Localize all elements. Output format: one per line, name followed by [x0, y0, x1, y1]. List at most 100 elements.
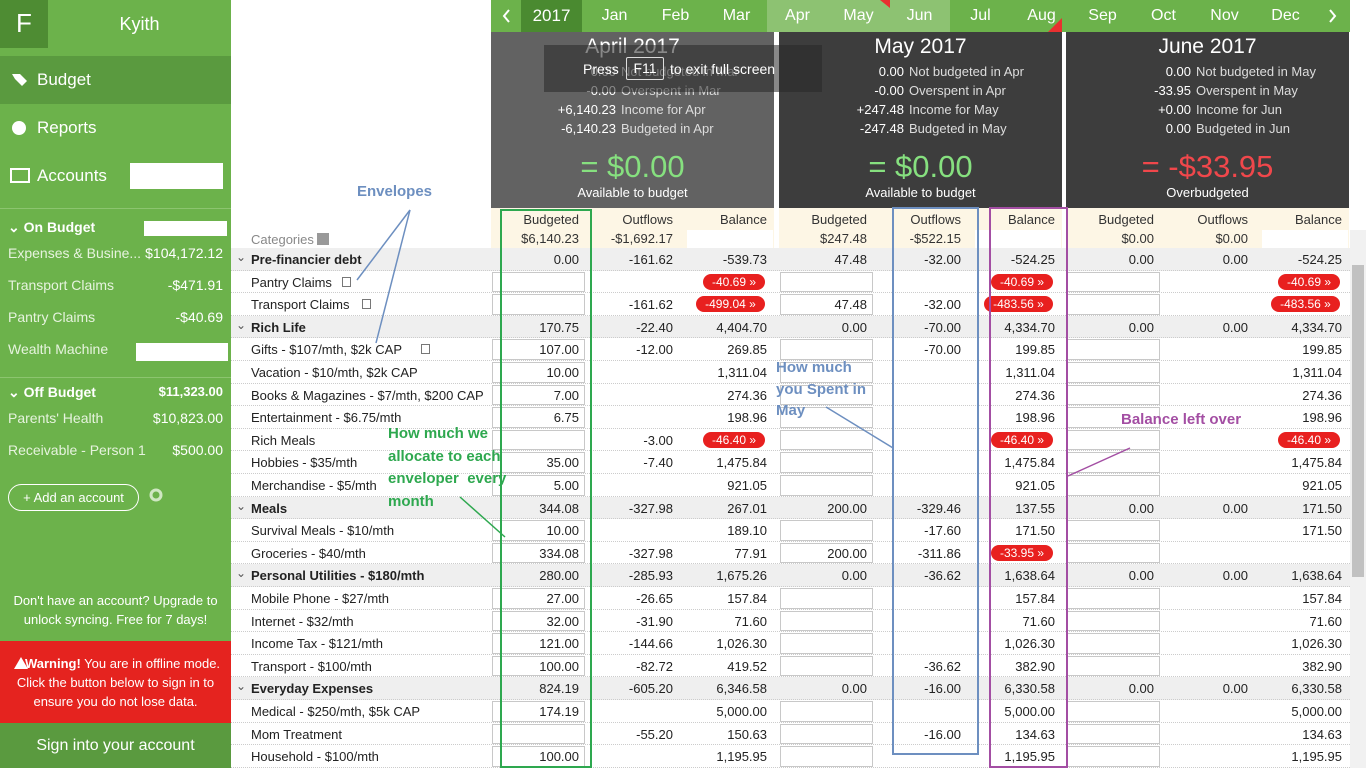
gear-icon[interactable] [149, 488, 163, 502]
budget-input[interactable] [780, 633, 873, 654]
column-header[interactable]: Outflows [910, 212, 961, 227]
add-account[interactable]: + Add an account [8, 484, 139, 511]
budget-input[interactable] [492, 588, 585, 609]
budget-input[interactable] [780, 520, 873, 541]
row-name[interactable]: Mom Treatment [251, 726, 343, 742]
chevron[interactable]: ⌄ [236, 679, 247, 694]
row-name[interactable]: Pre-financier debt [251, 252, 362, 267]
row-name[interactable]: Personal Utilities - $180/mth [251, 568, 425, 584]
month[interactable]: Oct [1151, 7, 1176, 24]
cell[interactable]: 0.00 [1128, 319, 1154, 335]
cell[interactable]: 0.00 [1128, 568, 1154, 584]
balance-pill[interactable]: -483.56 » [984, 296, 1053, 313]
cell[interactable]: 0.00 [1128, 681, 1154, 697]
cell[interactable]: 0.00 [1128, 252, 1154, 267]
user-name[interactable]: Kyith [119, 14, 160, 34]
budget-input[interactable] [780, 384, 873, 406]
cell[interactable]: 824.19 [539, 681, 579, 697]
cell[interactable]: 100.00 [539, 749, 579, 765]
budget-input[interactable] [780, 655, 873, 677]
month[interactable]: Apr [767, 0, 828, 32]
cell[interactable]: 10.00 [546, 523, 579, 539]
row-name[interactable]: Entertainment - $6.75/mth [251, 410, 402, 426]
cell[interactable]: 47.48 [834, 297, 867, 313]
balance-pill[interactable]: -40.69 » [1278, 273, 1340, 290]
budget-input[interactable] [780, 723, 873, 745]
balance-pill[interactable]: -46.40 » [703, 431, 765, 448]
note-icon[interactable] [341, 276, 351, 287]
cell[interactable]: 334.08 [539, 545, 579, 561]
column-header[interactable]: Budgeted [1098, 212, 1154, 227]
budget-input[interactable] [780, 746, 873, 767]
budget-input[interactable] [492, 384, 585, 406]
month[interactable]: Jun [889, 0, 950, 32]
row-name[interactable]: Survival Meals - $10/mth [251, 523, 395, 539]
sign-in-bar[interactable] [0, 723, 231, 768]
month[interactable]: Sep [1088, 7, 1117, 24]
column-header[interactable]: Balance [1295, 212, 1342, 227]
column-header[interactable]: Budgeted [523, 212, 579, 227]
row-name[interactable]: Everyday Expenses [251, 681, 374, 697]
column-header[interactable]: Outflows [1197, 212, 1248, 227]
budget-input[interactable] [492, 339, 585, 360]
account-name[interactable]: Transport Claims [8, 277, 115, 293]
budget-input[interactable] [492, 520, 585, 541]
budget-input[interactable] [780, 701, 873, 722]
row-name[interactable]: Transport Claims [251, 297, 350, 313]
cell[interactable]: 0.00 [841, 568, 867, 584]
scroll-thumb[interactable] [1352, 265, 1364, 577]
sign-in[interactable]: Sign into your account [36, 737, 195, 754]
cell[interactable]: 10.00 [546, 365, 579, 380]
row-name[interactable]: Meals [251, 500, 288, 516]
budget-input[interactable] [492, 610, 585, 632]
column-header[interactable]: Balance [1008, 212, 1055, 227]
row-name[interactable]: Hobbies - $35/mth [251, 455, 358, 471]
month[interactable]: Mar [722, 7, 751, 24]
account-name[interactable]: Parents' Health [8, 410, 104, 426]
prev-arrow[interactable] [502, 9, 510, 23]
row-name[interactable]: Vacation - $10/mth, $2k CAP [251, 365, 418, 380]
cell[interactable]: 0.00 [841, 681, 867, 697]
month[interactable]: May [828, 0, 889, 32]
budget-input[interactable] [492, 407, 585, 428]
budget-input[interactable] [780, 429, 873, 451]
cell[interactable]: 32.00 [546, 613, 579, 629]
budget-input[interactable] [492, 542, 585, 564]
budget-input[interactable] [492, 271, 585, 293]
add-category[interactable] [317, 233, 329, 245]
budget-input[interactable] [780, 294, 873, 315]
row-name[interactable]: Pantry Claims [251, 274, 332, 290]
balance-pill[interactable]: -33.95 » [991, 544, 1053, 561]
cell[interactable]: 200.00 [827, 500, 867, 516]
budget-input[interactable] [492, 701, 585, 722]
cell[interactable]: 47.48 [834, 252, 867, 267]
row-name[interactable]: Merchandise - $5/mth [251, 478, 377, 493]
nav-item[interactable]: Reports [37, 118, 97, 137]
cell[interactable]: 121.00 [539, 636, 579, 652]
cell[interactable]: 0.00 [1128, 500, 1154, 516]
cell[interactable]: 35.00 [546, 455, 579, 471]
row-name[interactable]: Gifts - $107/mth, $2k CAP [251, 342, 403, 358]
budget-input[interactable] [492, 452, 585, 473]
row-name[interactable]: Internet - $32/mth [251, 613, 354, 629]
cell[interactable]: 280.00 [539, 568, 579, 584]
chevron[interactable]: ⌄ [236, 566, 247, 581]
cell[interactable]: 200.00 [827, 545, 867, 561]
column-header[interactable]: Outflows [622, 212, 673, 227]
month[interactable]: Aug [1027, 7, 1056, 24]
cell[interactable]: 100.00 [539, 658, 579, 674]
row-name[interactable]: Groceries - $40/mth [251, 545, 366, 561]
chevron[interactable]: ⌄ [236, 317, 247, 332]
cell[interactable]: 170.75 [539, 319, 579, 335]
row-name[interactable]: Rich Life [251, 319, 306, 335]
budget-input[interactable] [780, 475, 873, 496]
note-icon[interactable] [421, 344, 430, 355]
column-header[interactable]: Budgeted [811, 212, 867, 227]
budget-input[interactable] [780, 362, 873, 383]
column-header[interactable]: Balance [720, 212, 767, 227]
note-icon[interactable] [361, 299, 371, 310]
month[interactable]: Dec [1271, 7, 1300, 24]
budget-input[interactable] [492, 429, 585, 451]
month[interactable]: Jul [970, 7, 991, 24]
cell[interactable]: 0.00 [553, 252, 579, 267]
